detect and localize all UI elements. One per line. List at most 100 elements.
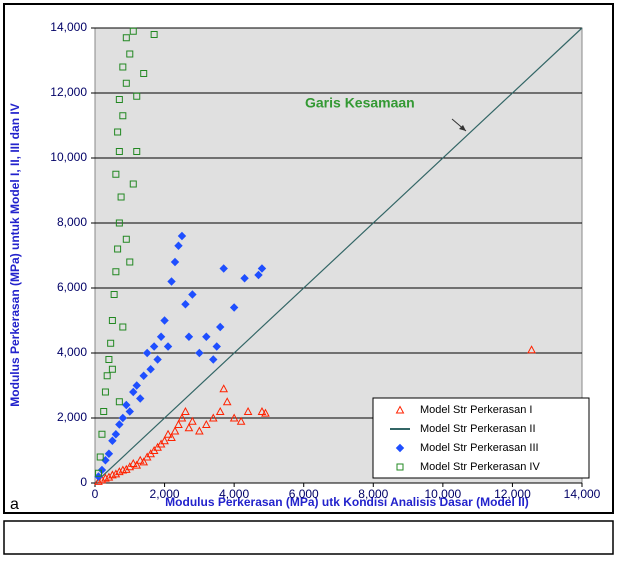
square-point (115, 148, 123, 155)
y-tick-label: 8,000 (57, 215, 87, 229)
diamond-point (160, 316, 169, 325)
square-point (108, 317, 116, 324)
triangle-point (128, 458, 138, 467)
marks (94, 27, 583, 485)
y-tick-label: 0 (80, 475, 87, 489)
square-point (396, 463, 404, 471)
legend (372, 397, 590, 479)
square-point (112, 170, 120, 178)
x-tick-label: 6,000 (289, 487, 319, 501)
square-point (110, 291, 118, 298)
diamond-point (142, 348, 152, 358)
y-axis-label: Modulus Perkerasan (MPa) untuk Model I, … (8, 103, 22, 406)
diamond-point (216, 322, 225, 332)
diamond-point (156, 332, 166, 341)
x-tick-label: 12,000 (494, 487, 531, 501)
triangle-point (174, 419, 183, 428)
diamond-point (177, 231, 187, 241)
triangle-point (111, 469, 121, 478)
x-tick-label: 10,000 (425, 487, 462, 501)
y-tick-label: 2,000 (57, 410, 87, 424)
diamond-point (167, 277, 176, 286)
x-tick-label: 2,000 (150, 487, 180, 501)
diamond-point (132, 381, 141, 390)
grid (91, 27, 583, 487)
triangle-point (97, 475, 107, 484)
diamond-point (174, 241, 183, 250)
diamond-point (254, 270, 263, 280)
triangle-point (115, 467, 124, 476)
square-point (114, 128, 122, 136)
triangle-point (201, 419, 211, 428)
triangle-point (257, 406, 267, 415)
square-point (114, 245, 122, 253)
triangle-point (163, 429, 173, 438)
diamond-point (139, 371, 148, 380)
diamond-point (163, 342, 173, 351)
diamond-point (111, 430, 121, 439)
diamond-point (184, 332, 194, 341)
y-tick-label: 12,000 (50, 85, 87, 99)
triangle-point (219, 384, 229, 393)
diamond-point (240, 274, 249, 283)
triangle-point (184, 423, 194, 432)
x-tick-label: 8,000 (358, 487, 388, 501)
triangle-point (188, 416, 197, 425)
diamond-point (219, 264, 228, 273)
square-point (103, 372, 111, 380)
square-point (140, 70, 148, 77)
triangle-point (195, 426, 204, 435)
triangle-point (177, 413, 187, 422)
triangle-point (395, 405, 405, 414)
square-point (115, 398, 123, 406)
square-point (107, 339, 115, 347)
diamond-point (188, 290, 197, 299)
triangle-point (132, 460, 142, 469)
diamond-point (118, 413, 128, 423)
square-point (108, 365, 116, 373)
diamond-point (129, 387, 138, 397)
legend-label: Model Str Perkerasan III (420, 442, 539, 454)
panel-label: a (10, 496, 19, 513)
diamond-point (170, 257, 180, 267)
triangle-point (243, 406, 253, 415)
square-point (98, 430, 106, 438)
triangle-point (160, 436, 169, 445)
square-point (115, 96, 123, 103)
y-tick-label: 6,000 (57, 280, 87, 294)
equality-line (94, 27, 583, 484)
square-point (129, 180, 137, 188)
triangle-point (104, 472, 114, 481)
triangle-point (170, 426, 180, 435)
diamond-point (153, 355, 162, 364)
x-tick-label: 4,000 (219, 487, 249, 501)
triangle-point (181, 406, 190, 415)
square-point (122, 79, 130, 87)
legend-label: Model Str Perkerasan II (420, 423, 536, 435)
legend-label: Model Str Perkerasan I (420, 404, 533, 416)
square-point (96, 453, 104, 461)
legend-label: Model Str Perkerasan IV (420, 461, 540, 473)
square-point (129, 27, 137, 35)
y-tick-label: 14,000 (50, 20, 87, 34)
annotation-arrowhead (459, 125, 466, 131)
square-point (119, 63, 127, 71)
y-tick-label: 4,000 (57, 345, 87, 359)
diamond-point (212, 342, 221, 351)
triangle-point (135, 455, 145, 464)
square-point (94, 469, 102, 477)
diamond-point (229, 303, 239, 312)
square-point (133, 148, 141, 155)
square-point (133, 92, 141, 100)
triangle-point (121, 464, 131, 473)
square-point (119, 323, 127, 331)
diamond-point (125, 407, 134, 416)
caption-box (3, 520, 614, 555)
square-point (105, 356, 113, 363)
diamond-point (146, 365, 155, 374)
y-tick-label: 10,000 (50, 150, 87, 164)
square-point (150, 31, 158, 38)
diamond-point (195, 348, 204, 358)
square-point (100, 408, 108, 415)
